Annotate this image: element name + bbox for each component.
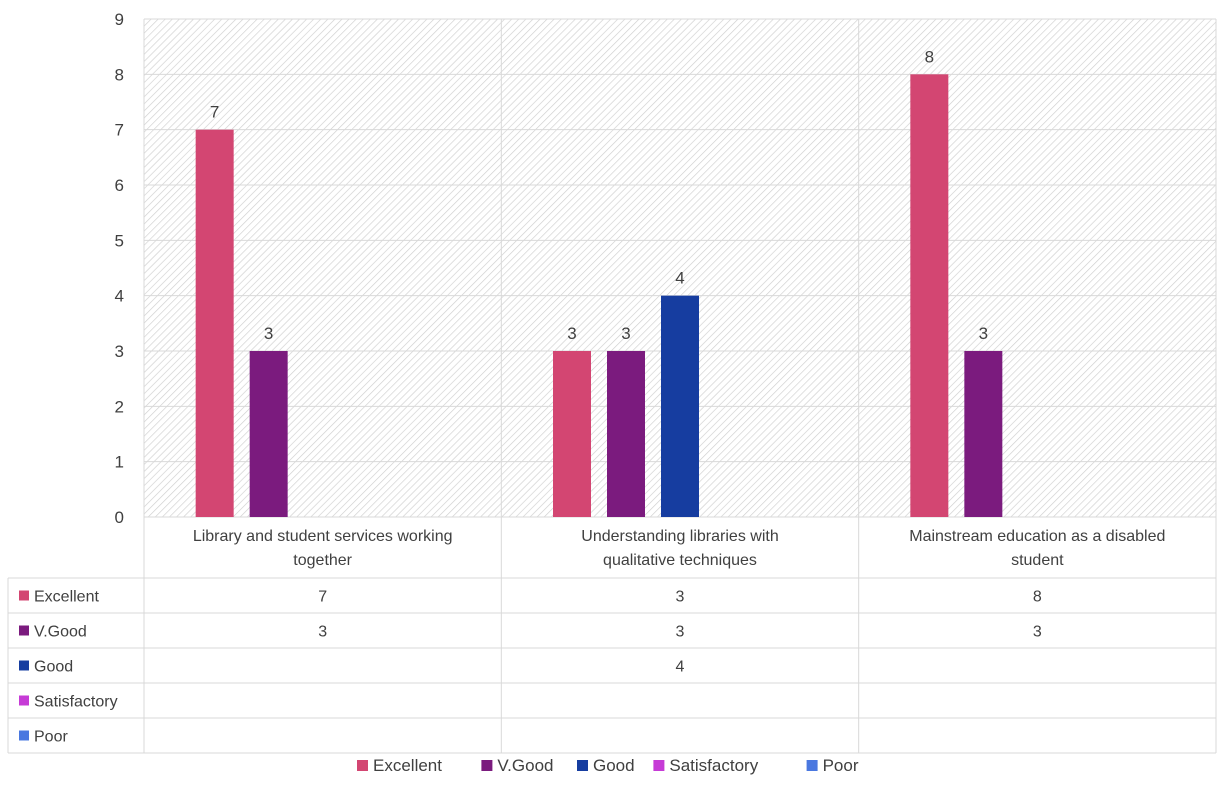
- y-axis: 0 1 2 3 4 5 6 7 8 9: [115, 10, 124, 527]
- bars: [195, 74, 1003, 517]
- table-row-header: Good: [34, 659, 73, 676]
- table-legend-key: [19, 695, 29, 706]
- table-row-header: Excellent: [34, 589, 99, 606]
- y-tick-label: 2: [115, 397, 124, 416]
- bar-v-good: [249, 351, 288, 517]
- y-tick-label: 4: [115, 287, 124, 306]
- legend-label: Good: [593, 756, 635, 775]
- bar-v-good: [964, 351, 1003, 517]
- legend-label: Poor: [823, 756, 859, 775]
- data-label: 4: [675, 269, 684, 288]
- table-cell: 3: [318, 624, 327, 641]
- table-cell: 4: [676, 659, 685, 676]
- table-legend-key: [19, 590, 29, 601]
- table-row-header: V.Good: [34, 624, 87, 641]
- legend-label: Satisfactory: [669, 756, 758, 775]
- data-label: 3: [567, 324, 576, 343]
- bar-excellent: [195, 129, 234, 517]
- category-label: Library and student services working toge…: [193, 528, 453, 569]
- legend: Excellent V.Good Good Satisfactory Poor: [357, 756, 859, 775]
- table-row-header: Satisfactory: [34, 694, 118, 711]
- legend-label: V.Good: [497, 756, 553, 775]
- y-tick-label: 6: [115, 176, 124, 195]
- legend-key: [806, 760, 818, 771]
- legend-key: [577, 760, 588, 771]
- bar-excellent: [910, 74, 949, 517]
- table-legend-key: [19, 660, 29, 671]
- table-row-header: Poor: [34, 729, 68, 746]
- y-tick-label: 5: [115, 231, 124, 250]
- data-table: Excellent 7 3 8 V.Good 3 3 3 Good 4 Satisfactory Po…: [7, 517, 1217, 754]
- table-legend-key: [19, 625, 29, 636]
- table-cell: 3: [676, 624, 685, 641]
- y-tick-label: 7: [115, 121, 124, 140]
- legend-key: [357, 760, 368, 771]
- category-label: Understanding libraries with qualitative …: [581, 528, 778, 569]
- table-cell: 7: [318, 589, 327, 606]
- data-label: 8: [925, 47, 934, 66]
- y-tick-label: 1: [115, 453, 124, 472]
- y-tick-label: 9: [115, 10, 124, 29]
- bar-good: [661, 295, 699, 517]
- table-cell: 8: [1033, 589, 1042, 606]
- table-cell: 3: [676, 589, 685, 606]
- table-legend-key: [19, 730, 29, 741]
- legend-key: [653, 760, 665, 771]
- legend-label: Excellent: [373, 756, 442, 775]
- data-label: 3: [621, 324, 630, 343]
- bar-excellent: [553, 351, 591, 517]
- data-label: 3: [979, 324, 988, 343]
- legend-key: [481, 760, 493, 771]
- y-tick-label: 3: [115, 342, 124, 361]
- y-tick-label: 8: [115, 65, 124, 84]
- data-label: 7: [210, 103, 219, 122]
- category-label: Mainstream education as a disabled studen…: [909, 528, 1165, 569]
- data-label: 3: [264, 324, 273, 343]
- y-tick-label: 0: [115, 508, 124, 527]
- data-labels: 7 3 3 3 4 8 3: [210, 47, 988, 343]
- x-axis-categories: Library and student services working toge…: [193, 528, 1166, 569]
- bar-v-good: [607, 351, 645, 517]
- table-cell: 3: [1033, 624, 1042, 641]
